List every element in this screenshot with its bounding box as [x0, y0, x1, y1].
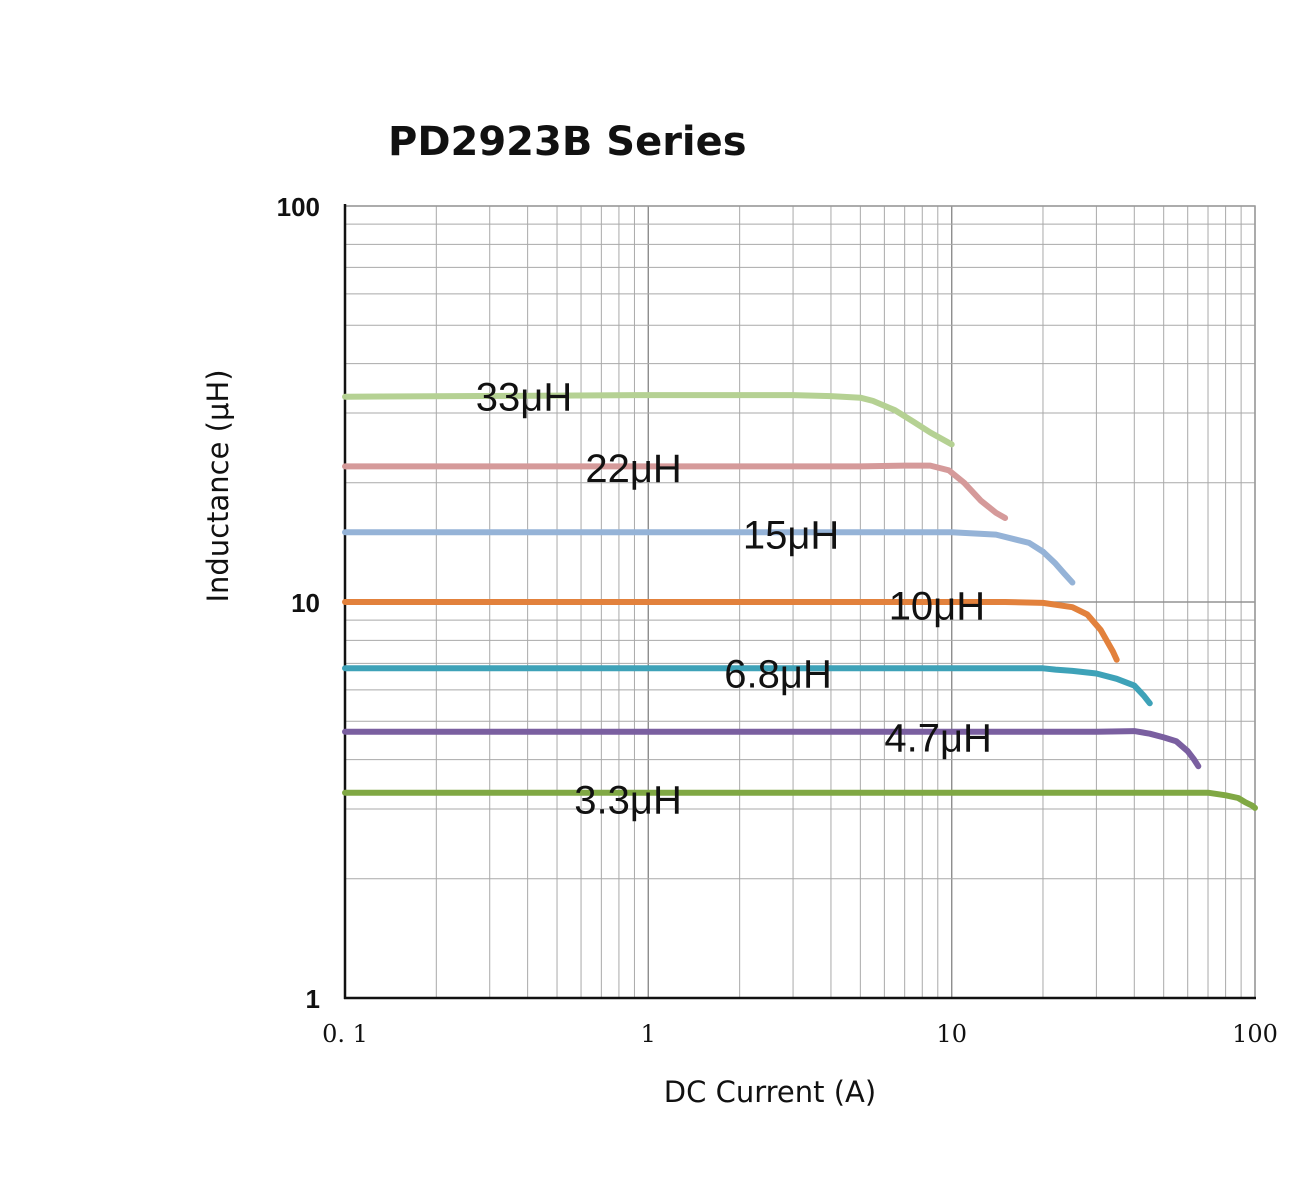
series-line-6 [342, 789, 1258, 811]
series-label-5: 4.7μH [884, 716, 992, 760]
series-line-3 [342, 599, 1120, 663]
chart-title: PD2923B Series [388, 119, 747, 165]
series-line-1 [342, 462, 1009, 521]
series-label-2: 15μH [743, 514, 839, 558]
x-tick-label-0: 0. 1 [322, 1020, 368, 1048]
series-label-1: 22μH [585, 447, 681, 491]
x-tick-label-2: 10 [936, 1020, 967, 1048]
y-tick-label-1: 10 [291, 588, 320, 618]
series-line-5 [342, 728, 1202, 770]
y-axis-label: Inductance (μH) [201, 369, 235, 602]
series-line-2 [342, 529, 1076, 586]
y-tick-label-0: 1 [306, 984, 320, 1014]
series-label-4: 6.8μH [724, 653, 832, 697]
y-tick-labels: 1 10 100 [277, 192, 320, 1014]
series-line-0 [342, 392, 955, 448]
series-label-0: 33μH [476, 376, 572, 420]
series-label-6: 3.3μH [574, 779, 682, 823]
series-labels: 33μH 22μH 15μH 10μH 6.8μH 4.7μH 3.3μH [476, 376, 992, 823]
x-tick-label-3: 100 [1232, 1020, 1278, 1048]
y-tick-label-2: 100 [277, 192, 320, 222]
x-tick-labels: 0. 1 1 10 100 [322, 1020, 1278, 1048]
series-line-4 [342, 665, 1153, 707]
x-axis-label: DC Current (A) [664, 1075, 876, 1109]
series-group [342, 392, 1258, 811]
x-tick-label-1: 1 [641, 1020, 656, 1048]
series-label-3: 10μH [889, 585, 985, 629]
